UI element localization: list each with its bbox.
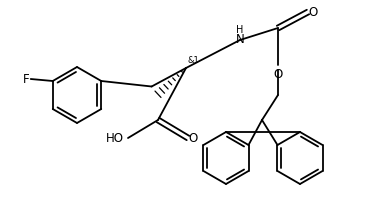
Text: O: O: [309, 6, 318, 19]
Text: O: O: [189, 131, 198, 144]
Text: F: F: [22, 73, 29, 86]
Text: HO: HO: [106, 131, 124, 144]
Text: O: O: [273, 67, 283, 80]
Text: N: N: [236, 32, 244, 45]
Text: H: H: [236, 25, 244, 35]
Text: &1: &1: [188, 56, 200, 65]
